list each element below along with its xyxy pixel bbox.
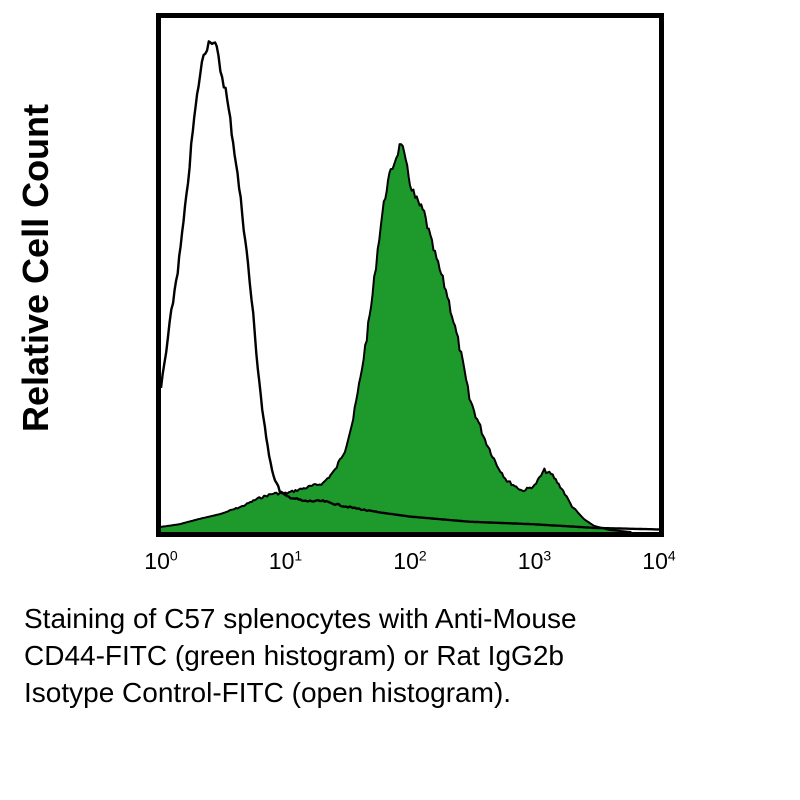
x-tick-base: 10 (517, 548, 544, 574)
x-tick-exponent: 3 (543, 547, 552, 564)
x-tick-label: 101 (269, 548, 302, 575)
x-tick-base: 10 (268, 548, 295, 574)
x-tick-label: 103 (518, 548, 551, 575)
series-layer (159, 40, 659, 533)
x-tick-base: 10 (144, 548, 170, 574)
green-histogram-fill (161, 144, 632, 532)
caption-line-1: Staining of C57 splenocytes with Anti-Mo… (24, 603, 577, 634)
x-tick-label: 102 (393, 548, 426, 575)
plot-frame (156, 13, 664, 537)
x-tick-exponent: 0 (169, 547, 178, 564)
x-tick-label: 100 (144, 548, 177, 575)
x-tick-exponent: 1 (294, 547, 303, 564)
caption-line-3: Isotype Control-FITC (open histogram). (24, 677, 512, 708)
green-histogram-outline (160, 143, 632, 533)
x-tick-exponent: 4 (667, 547, 676, 564)
x-tick-exponent: 2 (418, 547, 427, 564)
histogram-chart (156, 13, 664, 537)
x-tick-label: 104 (642, 548, 675, 575)
x-tick-base: 10 (642, 548, 668, 574)
figure-caption: Staining of C57 splenocytes with Anti-Mo… (24, 600, 784, 711)
open-histogram-outline (159, 40, 659, 531)
x-tick-base: 10 (393, 548, 419, 574)
caption-line-2: CD44-FITC (green histogram) or Rat IgG2b (24, 640, 564, 671)
